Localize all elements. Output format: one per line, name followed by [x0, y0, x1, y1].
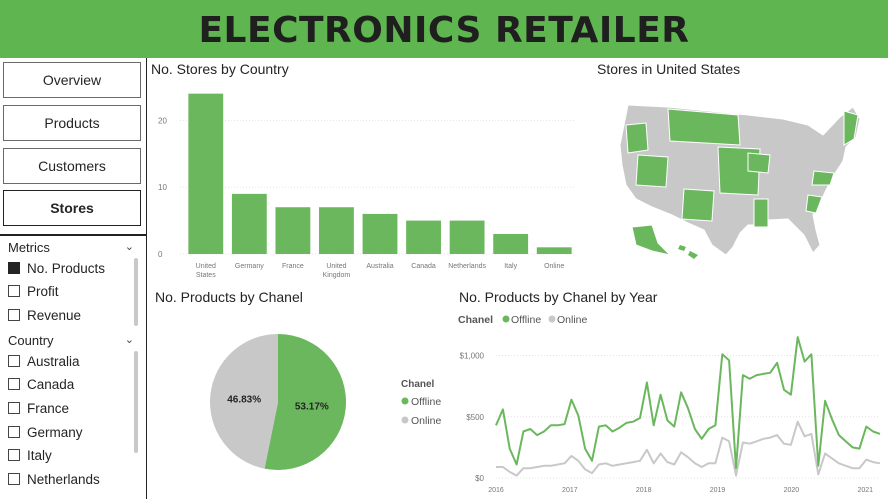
checkbox-icon[interactable] — [8, 449, 20, 461]
us-states-green-north — [667, 108, 741, 146]
slicer-item-france[interactable]: France — [8, 401, 69, 421]
sidebar: Overview Products Customers Stores Metri… — [0, 58, 147, 499]
alaska-shape — [631, 224, 672, 256]
products-by-channel-by-year-line-chart: Chanel Offline Online $0 $500 $1,000 2016 2017 2… — [458, 314, 881, 494]
pie-chart-title: No. Products by Chanel — [155, 289, 303, 305]
bar-x-tick-label: France — [282, 263, 304, 270]
slicer-item-no-products[interactable]: No. Products — [8, 261, 105, 281]
bar-france[interactable] — [275, 207, 311, 254]
us-stores-map — [619, 104, 861, 259]
bar-online[interactable] — [536, 247, 572, 254]
nav-button-products[interactable]: Products — [3, 105, 141, 141]
metrics-slicer-header[interactable]: Metrics ⌄ — [8, 240, 136, 255]
bar-x-tick-label: United Kingdom — [323, 263, 351, 279]
dashboard-title: ELECTRONICS RETAILER — [198, 10, 690, 51]
slicer-item-germany[interactable]: Germany — [8, 425, 83, 445]
line-y-tick-label: $1,000 — [460, 352, 485, 361]
checkbox-icon[interactable] — [8, 309, 20, 321]
pie-data-label: 46.83% — [227, 395, 261, 406]
line-x-tick-label: 2018 — [636, 487, 652, 494]
slicer-item-profit[interactable]: Profit — [8, 284, 59, 304]
country-slicer-header[interactable]: Country ⌄ — [8, 333, 136, 348]
line-legend-item[interactable]: Offline — [511, 314, 541, 326]
line-legend-title: Chanel — [458, 314, 493, 326]
bar-australia[interactable] — [362, 213, 398, 254]
line-x-tick-label: 2017 — [562, 487, 578, 494]
chevron-down-icon[interactable]: ⌄ — [124, 241, 134, 253]
pie-legend-item[interactable]: Online — [411, 415, 442, 427]
line-series-offline[interactable] — [495, 336, 881, 470]
bar-united-states[interactable] — [188, 93, 224, 254]
bar-chart-title: No. Stores by Country — [151, 61, 289, 77]
nav-divider — [0, 234, 147, 236]
hawaii-shape — [678, 245, 698, 259]
line-x-tick-label: 2019 — [710, 487, 726, 494]
nav-button-stores[interactable]: Stores — [3, 190, 141, 226]
line-chart-title: No. Products by Chanel by Year — [459, 289, 658, 305]
map-title: Stores in United States — [597, 61, 741, 77]
bar-x-tick-label: Online — [544, 263, 564, 270]
bar-x-tick-label: Germany — [235, 263, 264, 270]
pie-slice-offline[interactable] — [264, 334, 346, 470]
checkbox-icon[interactable] — [8, 402, 20, 414]
pie-legend-title: Chanel — [401, 379, 435, 390]
products-by-channel-pie-chart: 53.17% 46.83% Chanel Offline Online — [209, 334, 442, 470]
slicer-item-italy[interactable]: Italy — [8, 448, 52, 468]
line-legend-marker — [502, 315, 510, 323]
bar-y-tick-label: 20 — [158, 116, 167, 125]
line-x-tick-label: 2021 — [857, 487, 873, 494]
header-banner: ELECTRONICS RETAILER — [0, 0, 888, 58]
checkbox-checked-icon[interactable] — [8, 262, 20, 274]
country-scrollbar[interactable] — [134, 351, 138, 453]
bar-x-tick-label: Netherlands — [448, 263, 486, 270]
bar-y-tick-label: 10 — [158, 183, 167, 192]
nav-button-customers[interactable]: Customers — [3, 148, 141, 184]
line-y-tick-label: $0 — [475, 474, 484, 483]
bar-germany[interactable] — [231, 193, 267, 254]
bar-x-tick-label: Canada — [411, 263, 436, 270]
nav-button-overview[interactable]: Overview — [3, 62, 141, 98]
stores-by-country-bar-chart: 0 10 20 United States Germany France United King… — [158, 93, 576, 279]
us-states-green-west — [625, 122, 649, 154]
checkbox-icon[interactable] — [8, 473, 20, 485]
bar-y-tick-label: 0 — [158, 250, 163, 259]
bar-x-tick-label: United States — [196, 263, 217, 279]
line-x-tick-label: 2016 — [488, 487, 504, 494]
metrics-scrollbar[interactable] — [134, 258, 138, 326]
line-legend-marker — [548, 315, 556, 323]
line-legend-item[interactable]: Online — [557, 314, 588, 326]
us-states-green-northeast — [843, 110, 859, 146]
checkbox-icon[interactable] — [8, 426, 20, 438]
slicer-item-revenue[interactable]: Revenue — [8, 308, 81, 328]
line-series-online[interactable] — [496, 420, 881, 477]
pie-slice-online[interactable] — [209, 334, 278, 469]
metrics-slicer-title: Metrics — [8, 240, 50, 255]
line-x-tick-label: 2020 — [784, 487, 800, 494]
pie-legend-marker — [401, 397, 409, 405]
us-states-green-southwest — [681, 188, 715, 222]
checkbox-icon[interactable] — [8, 285, 20, 297]
us-states-green-southeast — [805, 194, 823, 214]
checkbox-icon[interactable] — [8, 378, 20, 390]
checkbox-icon[interactable] — [8, 355, 20, 367]
slicer-item-australia[interactable]: Australia — [8, 354, 80, 374]
pie-data-label: 53.17% — [295, 401, 329, 412]
slicer-item-canada[interactable]: Canada — [8, 377, 74, 397]
us-states-green-south — [753, 198, 769, 228]
pie-legend-marker — [401, 416, 409, 424]
bar-x-tick-label: Italy — [504, 263, 517, 270]
pie-legend-item[interactable]: Offline — [411, 396, 441, 408]
slicer-item-netherlands[interactable]: Netherlands — [8, 472, 100, 492]
us-states-green-midwest — [747, 152, 771, 174]
bar-canada[interactable] — [406, 220, 441, 254]
bar-united-kingdom[interactable] — [319, 207, 354, 254]
chevron-down-icon[interactable]: ⌄ — [124, 334, 134, 346]
line-y-tick-label: $500 — [466, 413, 484, 422]
country-slicer-title: Country — [8, 333, 54, 348]
bar-netherlands[interactable] — [449, 220, 485, 254]
us-states-green-mountain — [635, 154, 669, 188]
bar-italy[interactable] — [493, 233, 529, 254]
bar-x-tick-label: Australia — [366, 263, 393, 270]
us-states-green-virginia — [811, 170, 835, 186]
